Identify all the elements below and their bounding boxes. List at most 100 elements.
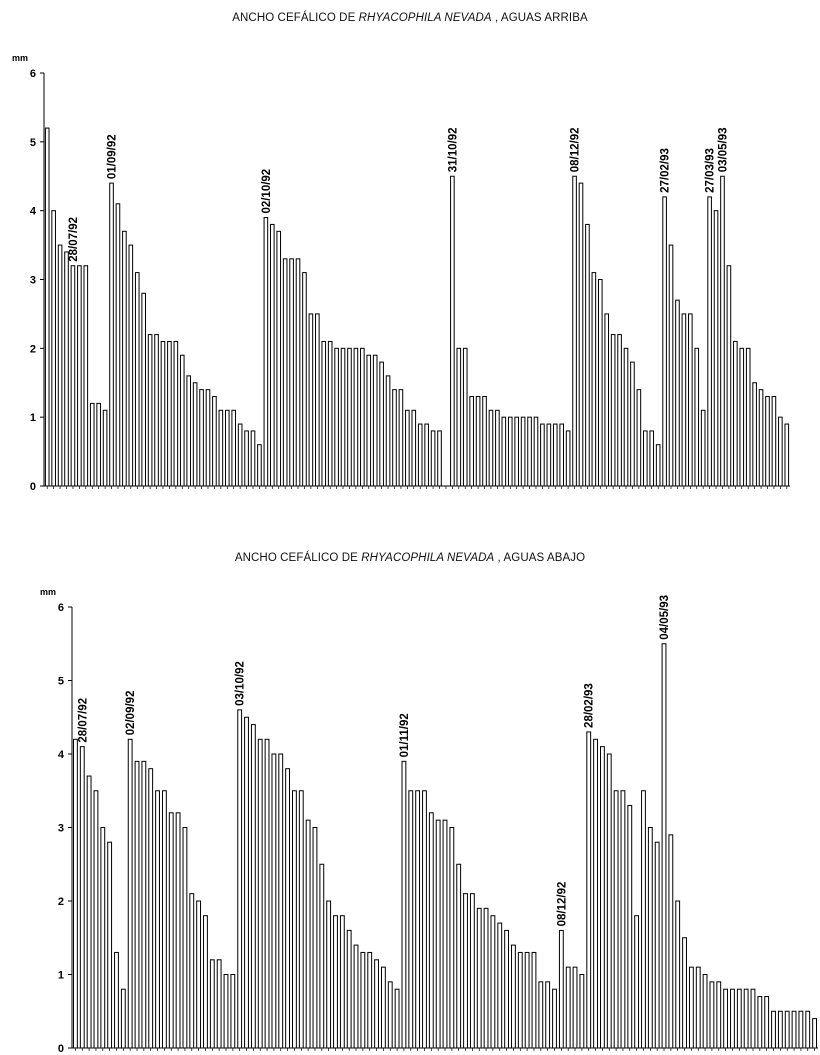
bar bbox=[160, 340, 166, 487]
bar bbox=[257, 738, 263, 1049]
bar bbox=[593, 738, 598, 1049]
bar bbox=[739, 347, 745, 487]
bar bbox=[270, 223, 275, 487]
date-annotation: 28/02/93 bbox=[584, 683, 596, 728]
y-tick-label: 1 bbox=[58, 970, 64, 982]
bar bbox=[482, 396, 487, 487]
bar bbox=[107, 841, 113, 1049]
bar bbox=[93, 790, 99, 1049]
bar bbox=[552, 423, 558, 487]
bar bbox=[168, 812, 174, 1049]
bar bbox=[141, 292, 146, 487]
bar bbox=[128, 244, 134, 487]
bar bbox=[613, 790, 619, 1049]
bar bbox=[326, 900, 332, 1049]
y-tick-label: 6 bbox=[58, 602, 64, 614]
bar bbox=[182, 827, 188, 1049]
bar bbox=[784, 423, 790, 487]
bar bbox=[424, 423, 429, 487]
bar bbox=[682, 937, 687, 1049]
bar bbox=[475, 396, 481, 487]
bar bbox=[778, 416, 783, 487]
bar bbox=[276, 230, 282, 487]
bar bbox=[401, 760, 407, 1049]
bar bbox=[695, 966, 701, 1049]
bar bbox=[579, 974, 585, 1049]
bar bbox=[720, 175, 725, 487]
date-annotation: 03/10/92 bbox=[235, 661, 247, 706]
bar bbox=[777, 1010, 783, 1049]
bar bbox=[223, 974, 229, 1049]
bar bbox=[189, 893, 195, 1049]
chart-title-suffix: , AGUAS ABAJO bbox=[494, 552, 586, 564]
bar bbox=[278, 753, 284, 1049]
bar bbox=[327, 340, 333, 487]
y-tick-label: 5 bbox=[58, 676, 64, 688]
bar bbox=[623, 347, 629, 487]
bar bbox=[89, 402, 95, 487]
bar bbox=[469, 893, 475, 1049]
bar bbox=[394, 988, 400, 1049]
bar bbox=[688, 966, 694, 1049]
bar bbox=[745, 347, 751, 487]
bar bbox=[353, 347, 359, 487]
bar bbox=[374, 959, 379, 1049]
bar bbox=[456, 863, 462, 1049]
y-tick-label: 2 bbox=[30, 343, 36, 355]
bar bbox=[469, 396, 474, 487]
bar bbox=[102, 409, 108, 487]
bar bbox=[643, 430, 648, 487]
bar bbox=[565, 430, 571, 487]
bar bbox=[511, 944, 516, 1049]
bar bbox=[100, 827, 106, 1049]
date-annotation: 01/09/92 bbox=[107, 134, 119, 179]
y-tick-label: 6 bbox=[30, 68, 36, 80]
bar bbox=[141, 760, 147, 1049]
bar bbox=[585, 223, 590, 487]
bar bbox=[250, 724, 256, 1049]
bar bbox=[292, 790, 297, 1049]
bar bbox=[702, 974, 708, 1049]
bar bbox=[302, 272, 307, 487]
bar bbox=[96, 402, 101, 487]
bar bbox=[73, 738, 78, 1049]
bar bbox=[347, 347, 352, 487]
bar bbox=[134, 760, 140, 1049]
bar bbox=[408, 790, 414, 1049]
y-tick-label: 0 bbox=[58, 1043, 64, 1055]
bar bbox=[520, 416, 526, 487]
bar bbox=[122, 230, 127, 487]
bar bbox=[627, 804, 633, 1049]
bar bbox=[405, 409, 410, 487]
bar bbox=[675, 299, 680, 487]
bar bbox=[127, 738, 133, 1049]
bar bbox=[462, 347, 468, 487]
bar bbox=[647, 827, 653, 1049]
bar bbox=[716, 981, 722, 1049]
bar bbox=[743, 988, 749, 1049]
bar bbox=[552, 988, 557, 1049]
bar bbox=[289, 258, 294, 487]
y-tick-label: 4 bbox=[58, 749, 65, 761]
bar bbox=[147, 334, 153, 487]
bar bbox=[450, 175, 455, 487]
bar bbox=[212, 396, 217, 487]
bar bbox=[237, 423, 243, 487]
bar bbox=[321, 340, 327, 487]
bar bbox=[417, 423, 423, 487]
bar bbox=[298, 790, 304, 1049]
date-annotation: 03/05/93 bbox=[717, 127, 729, 172]
bar bbox=[115, 203, 121, 487]
bar bbox=[545, 981, 551, 1049]
y-axis-unit-label: mm bbox=[40, 587, 56, 597]
bar bbox=[109, 182, 114, 487]
bar bbox=[694, 347, 700, 487]
bar bbox=[586, 731, 592, 1049]
bar bbox=[224, 409, 230, 487]
bar bbox=[675, 900, 681, 1049]
bar bbox=[231, 409, 237, 487]
bar bbox=[723, 988, 729, 1049]
bar bbox=[264, 738, 270, 1049]
bar bbox=[437, 430, 442, 487]
bar bbox=[312, 827, 318, 1049]
